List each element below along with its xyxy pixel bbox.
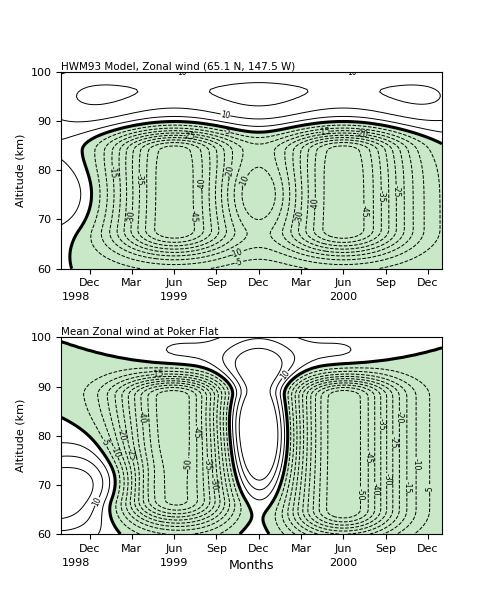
Text: -5: -5 [222,127,232,137]
Text: -15: -15 [108,165,118,178]
Text: -45: -45 [364,451,373,463]
Text: -10: -10 [230,247,245,259]
Text: 1999: 1999 [160,292,189,302]
Text: -35: -35 [377,190,386,203]
Text: -20: -20 [395,411,404,423]
Text: -50: -50 [183,458,193,471]
X-axis label: Months: Months [229,559,274,572]
Text: 10: 10 [220,110,231,120]
Text: 2000: 2000 [329,557,357,568]
Text: -15: -15 [152,370,164,379]
Text: 10: 10 [177,68,187,77]
Text: HWM93 Model, Zonal wind (65.1 N, 147.5 W): HWM93 Model, Zonal wind (65.1 N, 147.5 W… [61,61,296,71]
Text: -10: -10 [238,174,251,188]
Text: -15: -15 [318,127,331,137]
Text: -30: -30 [209,478,218,491]
Text: -45: -45 [359,205,368,218]
Text: -10: -10 [109,445,122,460]
Text: Mean Zonal wind at Poker Flat: Mean Zonal wind at Poker Flat [61,326,219,337]
Text: -40: -40 [137,410,147,424]
Text: 10: 10 [278,368,292,381]
Text: 2000: 2000 [329,292,357,302]
Text: -40: -40 [197,178,207,190]
Text: -45: -45 [192,425,201,439]
Text: -35: -35 [203,458,213,471]
Text: -30: -30 [295,209,305,223]
Text: 1999: 1999 [160,557,189,568]
Text: -30: -30 [382,473,391,485]
Text: -35: -35 [376,418,385,431]
Text: -25: -25 [388,436,397,448]
Text: -5: -5 [425,485,434,493]
Y-axis label: Altitude (km): Altitude (km) [15,134,25,207]
Text: -30: -30 [127,210,137,223]
Text: -20: -20 [225,164,236,178]
Text: -20: -20 [116,427,127,442]
Text: -25: -25 [125,447,137,461]
Text: -5: -5 [234,257,243,268]
Y-axis label: Altitude (km): Altitude (km) [15,399,25,472]
Text: -35: -35 [135,173,144,185]
Text: -40: -40 [310,197,320,211]
Text: 1998: 1998 [61,292,90,302]
Text: -40: -40 [370,483,379,496]
Text: -5: -5 [99,436,110,448]
Text: -15: -15 [402,481,411,493]
Text: -50: -50 [356,488,365,500]
Text: -10: -10 [411,458,421,470]
Text: -20: -20 [355,129,369,139]
Text: -25: -25 [182,131,195,141]
Text: 10: 10 [347,68,356,77]
Text: -45: -45 [189,210,199,223]
Text: 10: 10 [91,495,103,508]
Text: 1998: 1998 [61,557,90,568]
Text: -25: -25 [392,185,401,197]
